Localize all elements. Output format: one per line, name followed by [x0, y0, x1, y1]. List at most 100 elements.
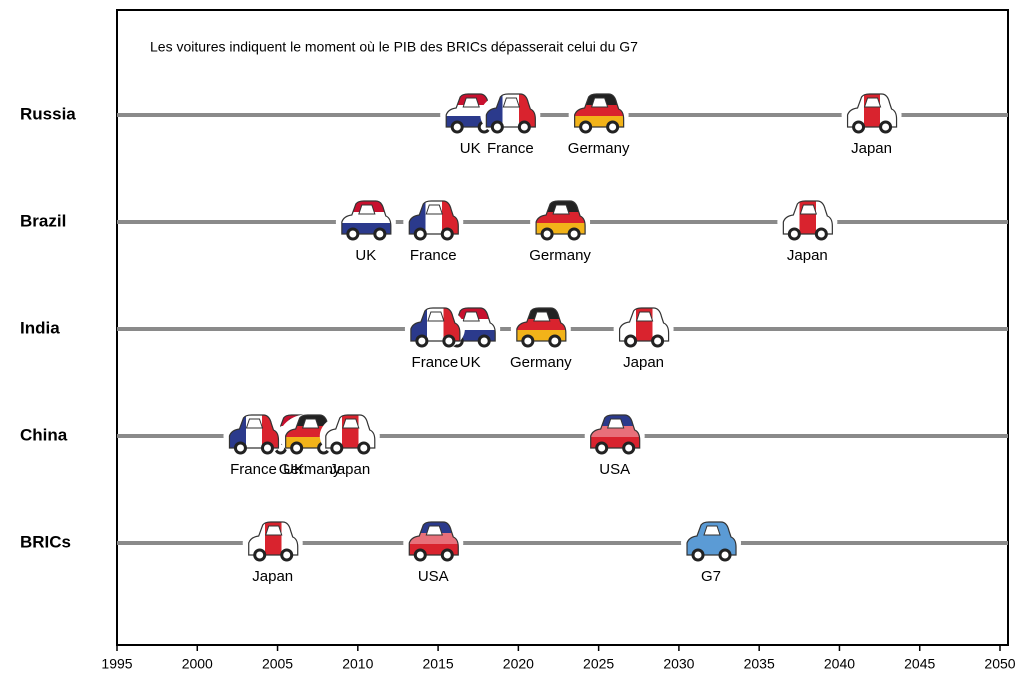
car-wheel [415, 334, 429, 348]
car-wheel [490, 120, 504, 134]
x-tick-label: 2020 [503, 656, 534, 672]
car-label: UK [460, 354, 481, 371]
car-label: Japan [851, 140, 892, 157]
car-wheel [357, 441, 371, 455]
car-wheel [879, 120, 893, 134]
car-body [618, 307, 670, 342]
x-tick-label: 2005 [262, 656, 293, 672]
car-window [635, 311, 654, 322]
car-marker [777, 200, 838, 244]
x-tick-label: 2015 [423, 656, 454, 672]
car-window [265, 525, 283, 536]
row-label: India [20, 318, 60, 337]
car-wheel [567, 227, 581, 241]
car-window [502, 97, 521, 108]
car-label: Japan [623, 354, 664, 371]
car-wheel [477, 334, 491, 348]
car-window [427, 311, 445, 322]
row-label: China [20, 425, 68, 444]
x-tick-label: 2045 [904, 656, 935, 672]
car-wheel [280, 548, 294, 562]
car-window [245, 418, 264, 429]
car-body [782, 200, 833, 235]
car-wheel [595, 441, 609, 455]
car-wheel [579, 120, 593, 134]
car-body [485, 93, 536, 128]
car-wheel [440, 227, 454, 241]
car-wheel [622, 441, 636, 455]
car-wheel [548, 334, 562, 348]
row-label: Russia [20, 104, 76, 123]
car-marker [584, 414, 645, 458]
car-label: G7 [701, 568, 721, 585]
car-body [341, 200, 392, 235]
car-wheel [253, 548, 267, 562]
car-wheel [290, 441, 304, 455]
car-label: Japan [329, 461, 370, 478]
x-tick-label: 2035 [744, 656, 775, 672]
car-body [408, 521, 459, 556]
car-marker [403, 200, 464, 244]
car-window [425, 525, 443, 536]
row-label: Brazil [20, 211, 66, 230]
car-label: France [230, 461, 277, 478]
car-window [863, 97, 882, 108]
car-label: UK [460, 140, 481, 157]
car-wheel [521, 334, 535, 348]
car-wheel [852, 120, 866, 134]
car-label: USA [599, 461, 630, 478]
car-window [606, 418, 625, 429]
car-label: France [412, 354, 459, 371]
x-tick-label: 2050 [984, 656, 1015, 672]
annotation: Les voitures indiquent le moment où le P… [150, 39, 638, 55]
car-body [408, 200, 459, 235]
car-window [301, 418, 320, 429]
car-wheel [718, 548, 732, 562]
car-marker [480, 93, 541, 137]
car-marker [841, 93, 902, 137]
car-label: Germany [510, 354, 572, 371]
car-wheel [540, 227, 554, 241]
car-marker [681, 521, 742, 565]
car-body [574, 93, 625, 128]
car-window [462, 97, 480, 108]
car-body [248, 521, 299, 556]
car-window [358, 204, 376, 215]
car-label: Germany [529, 247, 591, 264]
car-label: Germany [568, 140, 630, 157]
car-wheel [814, 227, 828, 241]
car-label: UK [283, 461, 304, 478]
row-label: BRICs [20, 532, 71, 551]
car-wheel [413, 548, 427, 562]
car-window [533, 311, 551, 322]
car-wheel [651, 334, 665, 348]
car-label: Japan [787, 247, 828, 264]
x-tick-label: 2025 [583, 656, 614, 672]
x-tick-label: 2000 [182, 656, 213, 672]
car-marker [568, 93, 629, 137]
car-wheel [373, 227, 387, 241]
car-window [799, 204, 818, 215]
car-marker [403, 521, 464, 565]
car-wheel [413, 227, 427, 241]
car-wheel [450, 120, 464, 134]
x-tick-label: 2040 [824, 656, 855, 672]
car-body [535, 200, 586, 235]
car-label: Germany [279, 461, 341, 478]
car-body [325, 414, 376, 449]
car-body [686, 521, 737, 556]
car-wheel [260, 441, 274, 455]
car-window [462, 311, 480, 322]
car-label: Japan [252, 568, 293, 585]
car-wheel [624, 334, 638, 348]
car-window [552, 204, 570, 215]
car-body [228, 414, 280, 449]
car-window [590, 97, 609, 108]
car-label: France [487, 140, 534, 157]
car-body [516, 307, 567, 342]
car-body [590, 414, 641, 449]
car-label: USA [418, 568, 449, 585]
car-wheel [346, 227, 360, 241]
car-wheel [606, 120, 620, 134]
